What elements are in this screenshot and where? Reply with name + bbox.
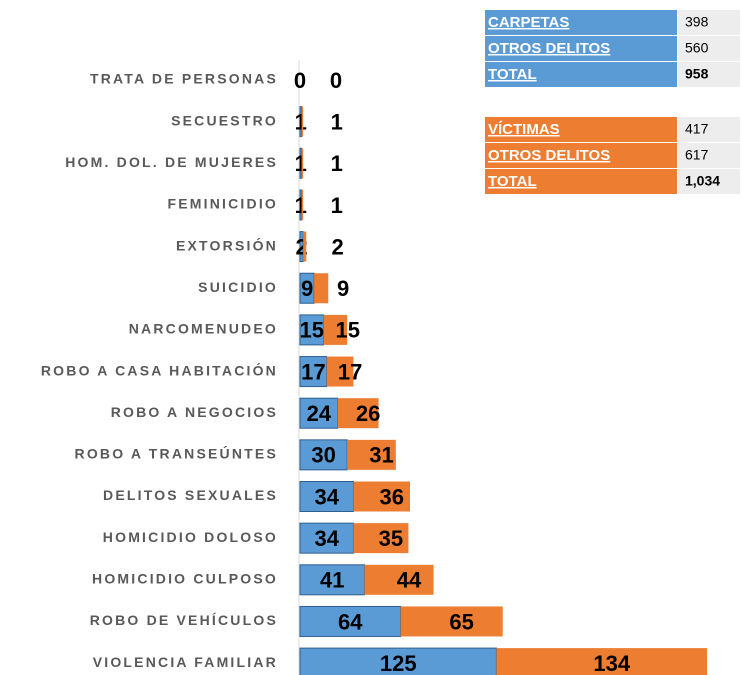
- table-value: 617: [685, 147, 709, 163]
- bar-segment: [301, 106, 304, 137]
- value-label: 1: [295, 193, 307, 218]
- value-label: 26: [356, 401, 380, 426]
- category-label: SUICIDIO: [198, 279, 278, 295]
- value-label: 17: [338, 359, 362, 384]
- value-label: 1: [331, 151, 343, 176]
- table-label: OTROS DELITOS: [488, 147, 610, 164]
- table-label-cell: [485, 117, 677, 142]
- table-value: 1,034: [685, 173, 720, 189]
- value-label: 125: [380, 651, 417, 675]
- table-value: 417: [685, 121, 709, 137]
- value-label: 1: [295, 151, 307, 176]
- table-value-cell: [678, 62, 740, 87]
- table-label-cell: [485, 143, 677, 168]
- table-label-cell: [485, 10, 677, 35]
- bar-segment: [301, 189, 304, 220]
- bar-segment: [337, 398, 379, 429]
- bar-segment: [299, 564, 365, 596]
- category-label: EXTORSIÓN: [176, 236, 278, 253]
- value-label: 0: [294, 68, 306, 93]
- category-label: SECUESTRO: [171, 112, 278, 128]
- bar-segment: [496, 648, 707, 675]
- bar-segment: [353, 481, 410, 512]
- value-label: 1: [295, 109, 307, 134]
- category-label: ROBO A TRANSEÚNTES: [75, 445, 278, 462]
- bar-segment: [303, 231, 307, 262]
- value-label: 36: [379, 484, 403, 509]
- value-label: 35: [379, 526, 403, 551]
- bar-segment: [347, 439, 396, 470]
- bar-segment: [353, 523, 409, 554]
- value-label: 34: [314, 484, 339, 509]
- bar-segment: [299, 481, 354, 512]
- value-label: 34: [314, 526, 339, 551]
- bar-segment: [314, 273, 329, 304]
- value-label: 41: [320, 568, 344, 593]
- bar-segment: [400, 606, 503, 637]
- table-label: TOTAL: [488, 173, 537, 190]
- table-label: VÍCTIMAS: [488, 121, 560, 138]
- table-value-cell: [678, 143, 740, 168]
- value-label: 64: [338, 609, 363, 634]
- table-label-cell: [485, 36, 677, 61]
- category-label: HOM. DOL. DE MUJERES: [65, 154, 278, 170]
- bar-segment: [299, 439, 348, 471]
- bar-segment: [299, 397, 339, 429]
- table-value: 560: [685, 40, 709, 56]
- value-label: 30: [311, 443, 335, 468]
- table-label: TOTAL: [488, 66, 537, 83]
- table-value: 958: [685, 66, 709, 82]
- value-label: 9: [301, 276, 313, 301]
- table-label-cell: [485, 169, 677, 194]
- table-label: CARPETAS: [488, 14, 569, 31]
- bar-segment: [299, 647, 497, 675]
- category-label: FEMINICIDIO: [167, 196, 278, 212]
- bar-segment: [323, 314, 348, 345]
- value-label: 2: [331, 234, 343, 259]
- value-label: 1: [331, 193, 343, 218]
- value-label: 17: [301, 359, 325, 384]
- value-label: 65: [449, 609, 473, 634]
- category-label: ROBO DE VEHÍCULOS: [90, 612, 278, 628]
- value-label: 9: [337, 276, 349, 301]
- category-label: ROBO A NEGOCIOS: [111, 404, 278, 420]
- bar-segment: [299, 522, 354, 554]
- category-label: DELITOS SEXUALES: [103, 487, 278, 503]
- value-label: 1: [331, 109, 343, 134]
- category-label: VIOLENCIA FAMILIAR: [93, 654, 278, 670]
- table-label: OTROS DELITOS: [488, 40, 610, 57]
- category-label: HOMICIDIO CULPOSO: [92, 571, 278, 587]
- value-label: 31: [369, 443, 393, 468]
- value-label: 0: [330, 68, 342, 93]
- value-label: 24: [307, 401, 332, 426]
- table-value-cell: [678, 36, 740, 61]
- table-label-cell: [485, 62, 677, 87]
- bar-segment: [299, 356, 328, 388]
- table-value-cell: [678, 169, 740, 194]
- category-label: NARCOMENUDEO: [129, 321, 278, 337]
- bar-segment: [364, 564, 434, 595]
- table-value-cell: [678, 10, 740, 35]
- category-label: TRATA DE PERSONAS: [90, 71, 278, 87]
- value-label: 44: [397, 568, 422, 593]
- table-value: 398: [685, 14, 709, 30]
- bar-segment: [301, 148, 304, 179]
- category-label: ROBO A CASA HABITACIÓN: [41, 361, 278, 378]
- value-label: 134: [593, 651, 630, 675]
- bar-segment: [326, 356, 354, 387]
- value-label: 15: [300, 318, 324, 343]
- value-label: 15: [336, 318, 360, 343]
- bar-segment: [299, 605, 402, 637]
- category-label: HOMICIDIO DOLOSO: [103, 529, 278, 545]
- table-value-cell: [678, 117, 740, 142]
